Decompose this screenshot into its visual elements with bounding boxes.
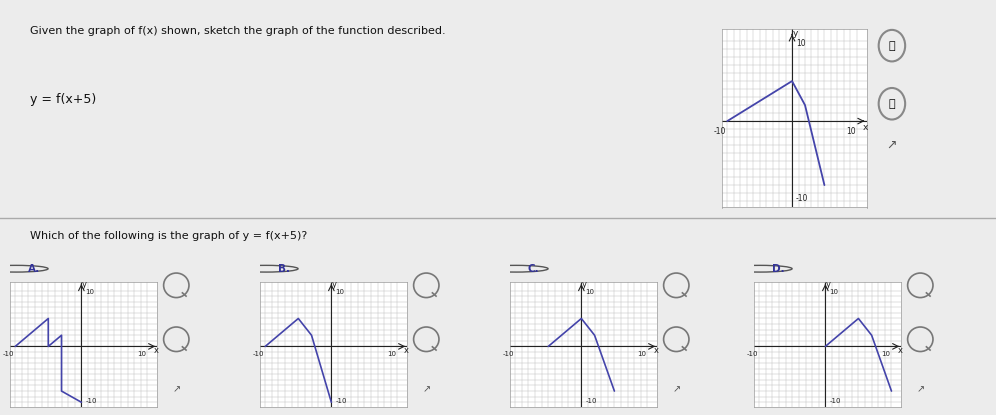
Text: ↗: ↗ <box>916 384 924 394</box>
Text: 10: 10 <box>137 351 146 356</box>
Text: y: y <box>82 281 88 290</box>
Text: -10: -10 <box>86 398 97 403</box>
Text: 10: 10 <box>86 289 95 295</box>
Text: -10: -10 <box>502 351 514 356</box>
Text: A.: A. <box>28 264 40 274</box>
Text: 10: 10 <box>336 289 345 295</box>
Text: 10: 10 <box>830 289 839 295</box>
Text: x: x <box>863 123 868 132</box>
Text: 10: 10 <box>586 289 595 295</box>
Text: 10: 10 <box>637 351 646 356</box>
Text: y: y <box>582 281 588 290</box>
Text: 10: 10 <box>387 351 396 356</box>
Text: 🔍: 🔍 <box>888 99 895 109</box>
Text: x: x <box>897 347 902 355</box>
Text: -10: -10 <box>586 398 597 403</box>
Text: 10: 10 <box>846 127 856 136</box>
Text: x: x <box>403 347 408 355</box>
Text: B.: B. <box>278 264 290 274</box>
Text: 10: 10 <box>796 39 806 48</box>
Text: Which of the following is the graph of y = f(x+5)?: Which of the following is the graph of y… <box>30 231 307 241</box>
Text: y: y <box>826 281 832 290</box>
Text: ↗: ↗ <box>886 139 897 152</box>
Text: D.: D. <box>772 264 784 274</box>
Text: x: x <box>653 347 658 355</box>
Text: -10: -10 <box>713 127 726 136</box>
Text: y: y <box>793 29 798 37</box>
Text: 10: 10 <box>881 351 890 356</box>
Text: -10: -10 <box>830 398 841 403</box>
Text: ↗: ↗ <box>422 384 430 394</box>
Text: -10: -10 <box>796 194 809 203</box>
Text: y = f(x+5): y = f(x+5) <box>30 93 97 106</box>
Text: -10: -10 <box>336 398 347 403</box>
Text: y: y <box>332 281 338 290</box>
Text: -10: -10 <box>746 351 758 356</box>
Text: x: x <box>153 347 158 355</box>
Text: -10: -10 <box>252 351 264 356</box>
Text: C.: C. <box>528 264 539 274</box>
Text: 🔍: 🔍 <box>888 41 895 51</box>
Text: ↗: ↗ <box>172 384 180 394</box>
Text: Given the graph of f(x) shown, sketch the graph of the function described.: Given the graph of f(x) shown, sketch th… <box>30 26 445 36</box>
Text: -10: -10 <box>2 351 14 356</box>
Text: ↗: ↗ <box>672 384 680 394</box>
